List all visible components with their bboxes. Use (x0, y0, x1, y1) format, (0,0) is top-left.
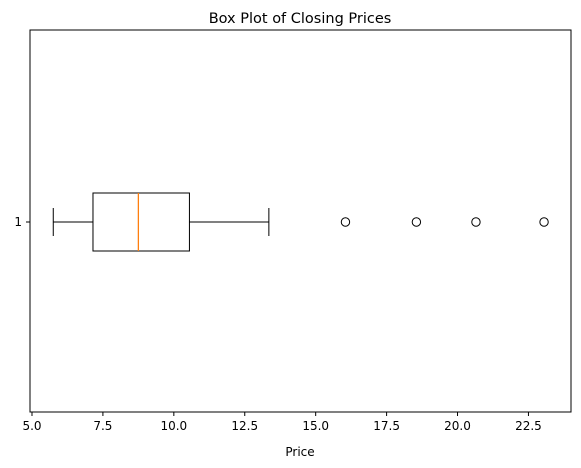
x-tick-label: 22.5 (515, 419, 542, 433)
x-tick-label: 17.5 (373, 419, 400, 433)
chart-title: Box Plot of Closing Prices (209, 11, 392, 27)
outlier-point (471, 217, 481, 227)
x-tick-label: 20.0 (444, 419, 471, 433)
box-iqr (92, 192, 190, 252)
plot-area (52, 192, 549, 252)
x-tick-label: 15.0 (302, 419, 329, 433)
outlier-point (539, 217, 549, 227)
outlier-point (411, 217, 422, 227)
plot-frame (29, 29, 572, 413)
x-tick-label: 5.0 (22, 419, 41, 433)
y-tick-label: 1 (14, 215, 22, 229)
outlier-point (340, 217, 351, 227)
x-tick-label: 7.5 (93, 419, 112, 433)
x-tick-label: 12.5 (231, 419, 258, 433)
x-tick-label: 10.0 (160, 419, 187, 433)
x-axis-label: Price (285, 445, 314, 459)
